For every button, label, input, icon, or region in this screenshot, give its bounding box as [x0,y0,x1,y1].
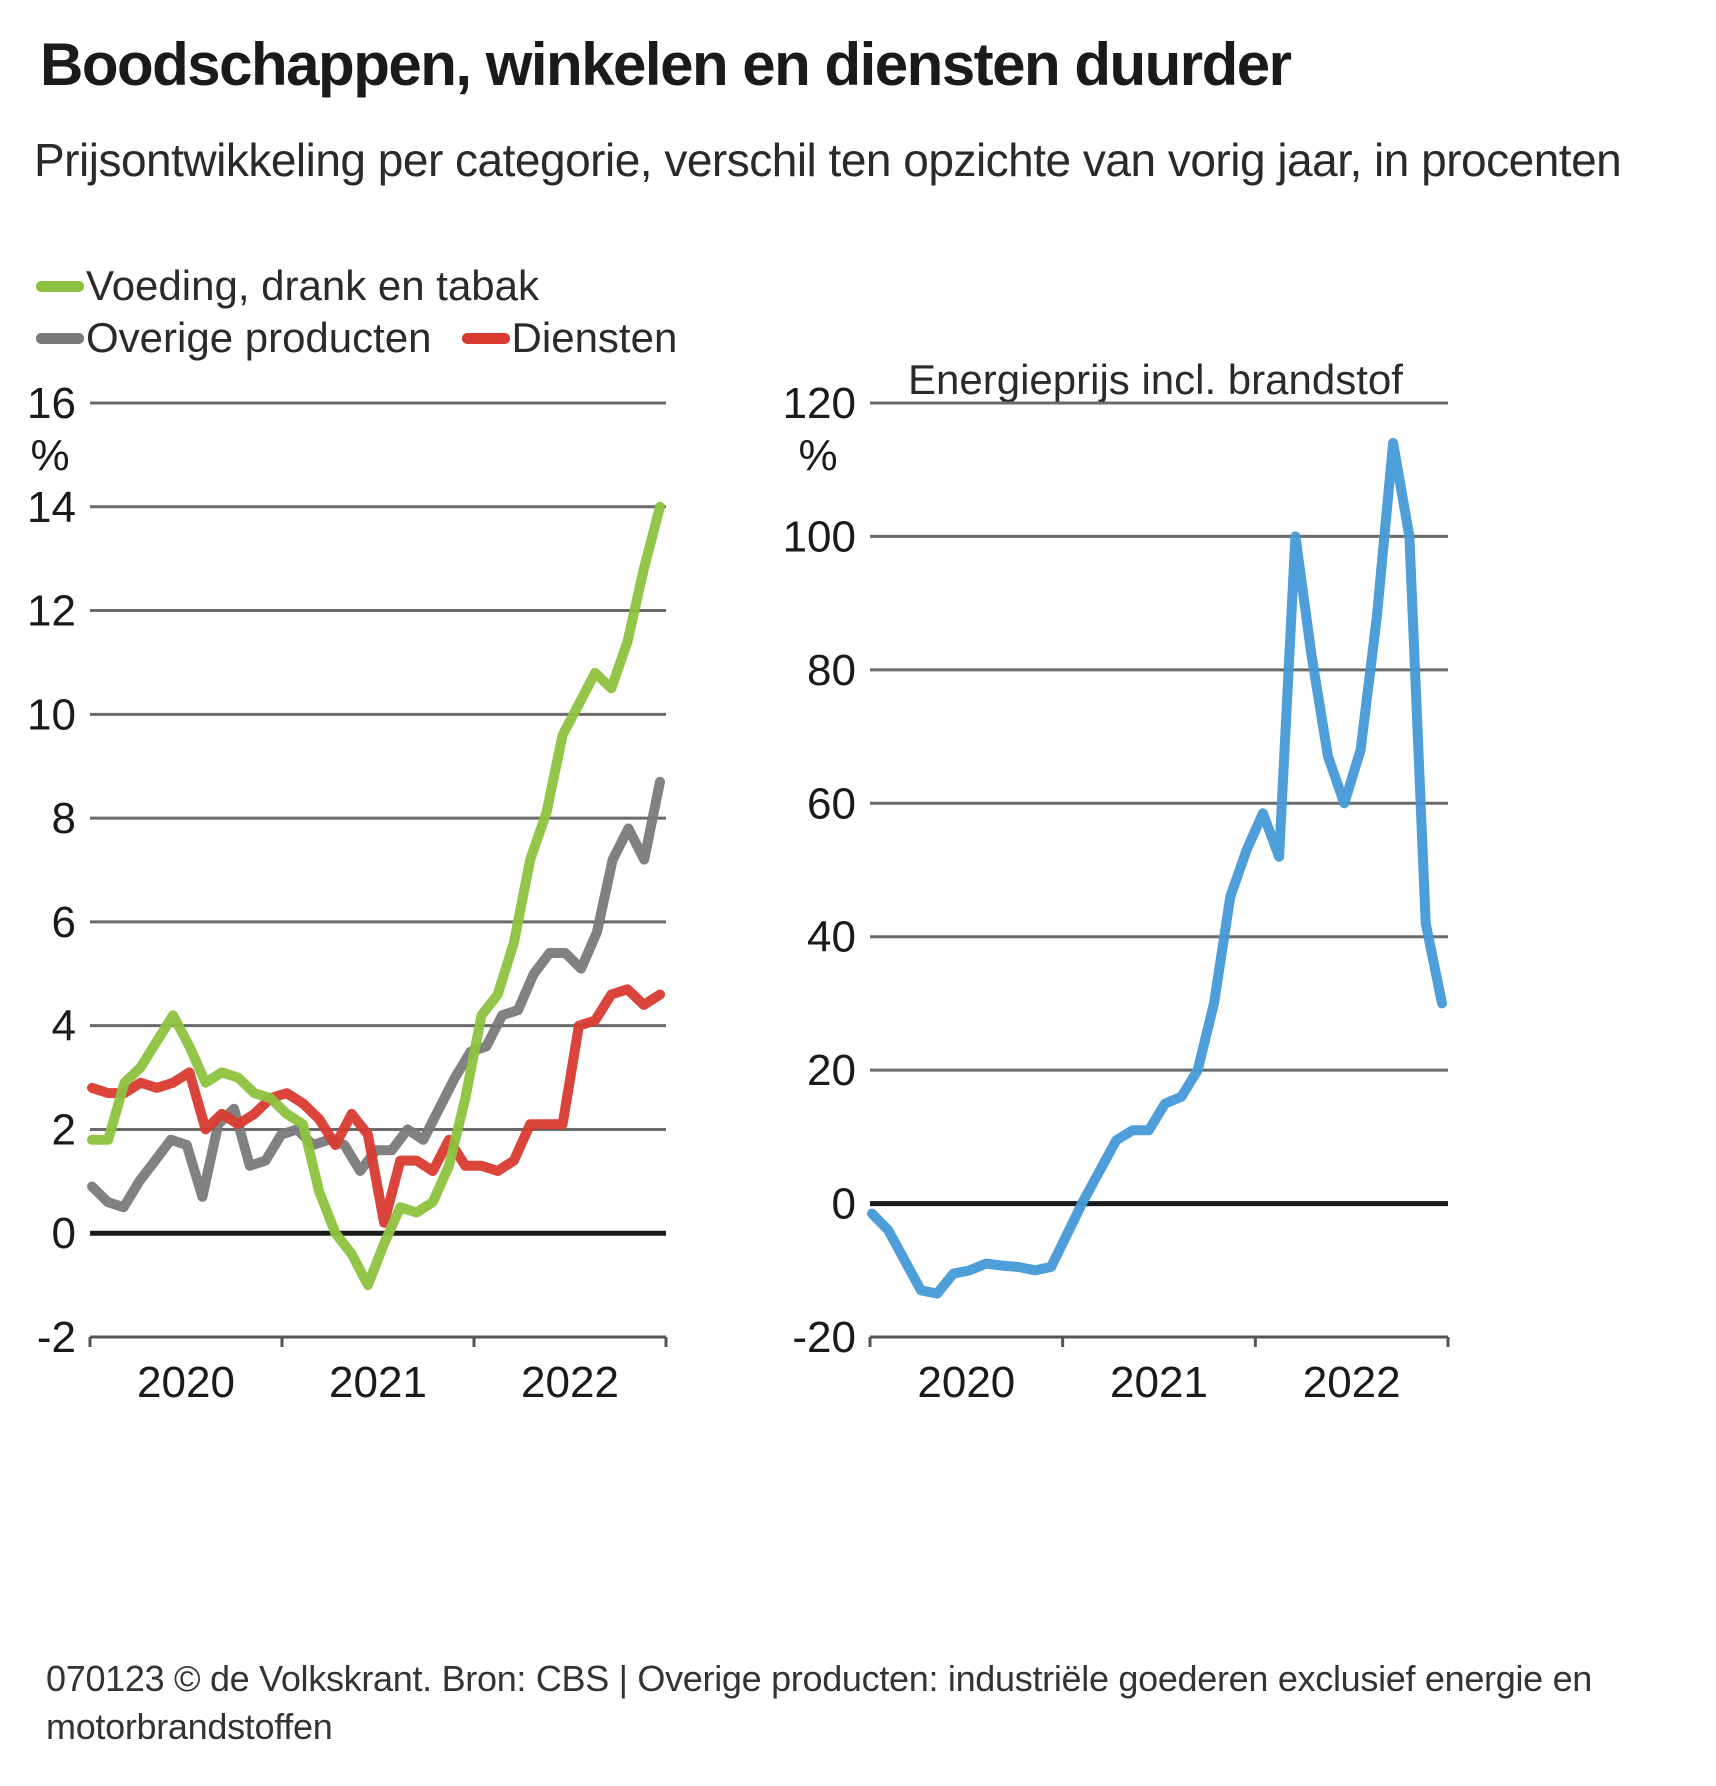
right-ytick-label: 40 [807,913,856,962]
series-line-energieprijs-incl-brandstof [867,438,1447,1299]
left-ytick-label: 14 [27,483,76,532]
legend-swatch-services [461,332,510,344]
right-xtick-label: 2020 [917,1358,1015,1407]
series-line-overige-producten [87,776,665,1213]
legend-swatch-food [36,280,84,292]
right-xtick-label: 2022 [1303,1358,1401,1407]
left-ytick-label: -2 [37,1313,76,1362]
legend-label-other: Overige producten [86,314,432,361]
right-ytick-label: 20 [807,1046,856,1095]
left-xtick-label: 2020 [137,1358,235,1407]
chart-subtitle: Prijsontwikkeling per categorie, verschi… [34,134,1622,186]
left-ytick-label: 2 [52,1105,76,1154]
left-ytick-label: 16 [27,379,76,428]
left-ytick-label: 6 [52,898,76,947]
legend-swatch-other [36,332,84,344]
right-ytick-label: 0 [832,1180,856,1229]
legend-row-2: Overige producten Diensten [36,314,707,362]
legend-row-1: Voeding, drank en tabak [36,262,569,310]
right-ytick-label: 120 [783,379,856,428]
legend-item-food: Voeding, drank en tabak [36,262,539,310]
series-line-voeding-drank-en-tabak [87,501,665,1291]
right-xtick-label: 2021 [1110,1358,1208,1407]
legend-label-food: Voeding, drank en tabak [86,262,540,309]
left-ytick-label: 8 [52,794,76,843]
energy-chart-title: Energieprijs incl. brandstof [908,356,1403,403]
right-ytick-label: 60 [807,779,856,828]
source-footer: 070123 © de Volkskrant. Bron: CBS | Over… [46,1658,1593,1747]
left-ytick-label: 10 [27,690,76,739]
series-line-diensten [87,984,665,1228]
left-xtick-label: 2021 [329,1358,427,1407]
right-ytick-label: 80 [807,646,856,695]
legend-label-services: Diensten [511,314,678,361]
right-ytick-label: -20 [792,1313,856,1362]
left-ytick-label: 4 [52,1002,76,1051]
legend-item-services: Diensten [461,314,678,362]
left-ytick-label: 12 [27,587,76,636]
left-ytick-label: 0 [52,1209,76,1258]
right-ytick-label: 100 [783,512,856,561]
left-unit-label: % [30,431,69,480]
right-unit-label: % [798,431,837,480]
legend-item-other: Overige producten [36,314,432,362]
chart-title: Boodschappen, winkelen en diensten duurd… [40,31,1292,98]
left-xtick-label: 2022 [521,1358,619,1407]
